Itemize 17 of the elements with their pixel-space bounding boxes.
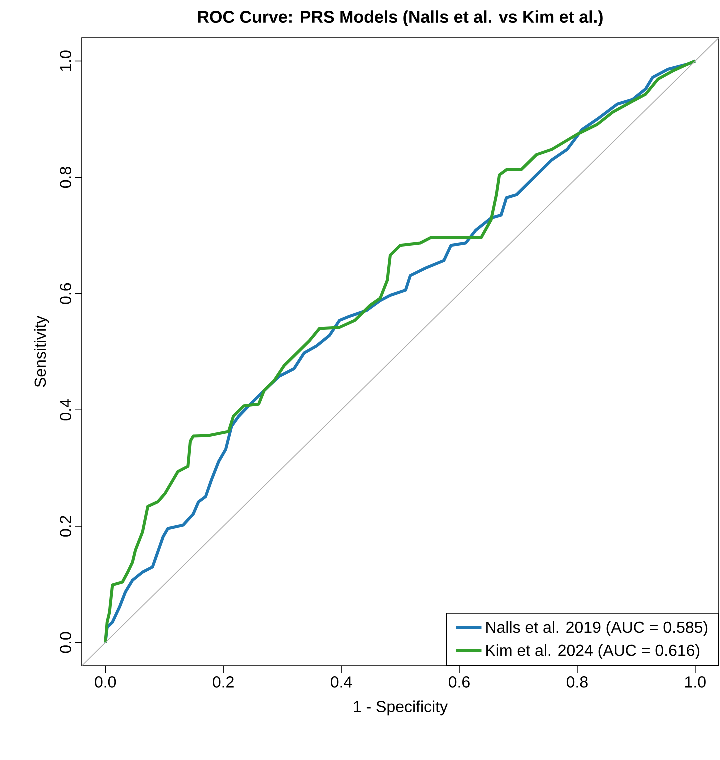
y-tick-label: 0.2: [60, 516, 72, 537]
x-tick-label: 0.2: [213, 676, 234, 688]
x-axis-title: 1 - Specificity: [354, 700, 448, 716]
y-tick-label: 0.0: [60, 632, 72, 654]
x-tick-label: 0.8: [566, 676, 588, 688]
chart-title: ROC Curve: PRS Models (Nalls et al. vs Kim et al.): [198, 10, 603, 26]
y-tick-label: 1.0: [60, 50, 72, 72]
y-tick-label: 0.4: [60, 400, 72, 421]
y-tick-label: 0.8: [60, 167, 72, 188]
x-tick-label: 0.0: [95, 676, 116, 688]
y-axis-title: Sensitivity: [34, 316, 50, 388]
x-tick-label: 0.4: [331, 676, 352, 688]
x-tick-label: 1.0: [686, 676, 706, 688]
y-tick-label: 0.6: [60, 283, 72, 304]
legend-label: Kim et al. 2024 (AUC = 0.616): [486, 644, 700, 660]
x-tick-label: 0.6: [448, 676, 470, 688]
legend-label: Nalls et al. 2019 (AUC = 0.585): [486, 621, 708, 636]
